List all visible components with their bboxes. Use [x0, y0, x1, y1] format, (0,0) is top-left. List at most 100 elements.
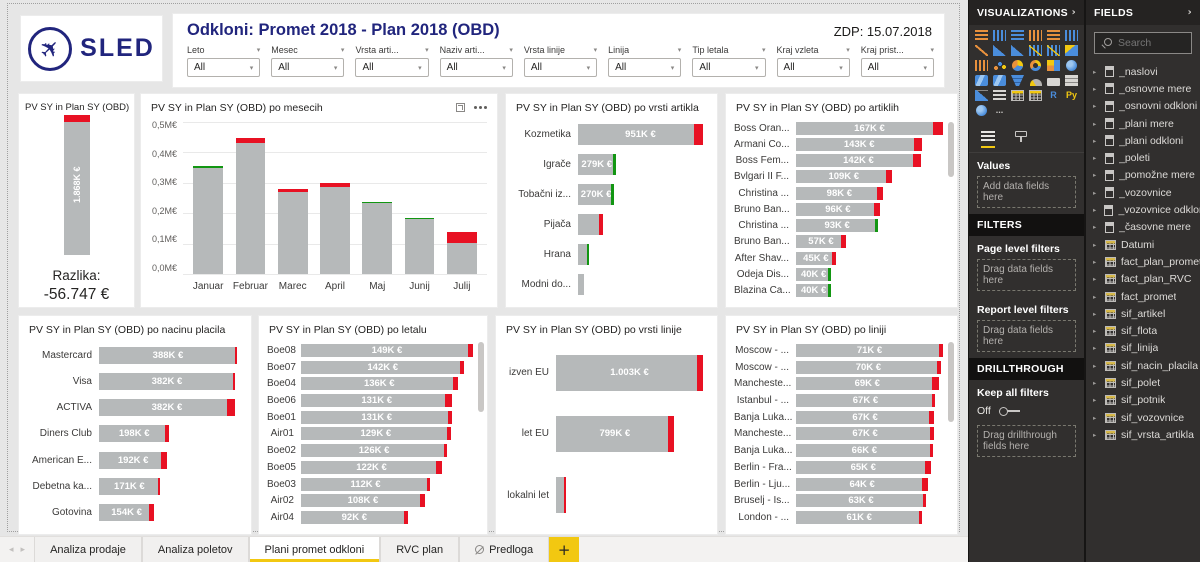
expand-chevron-icon[interactable]: ▸ — [1093, 136, 1097, 145]
kpi-icon[interactable] — [974, 89, 989, 102]
more-options-icon[interactable]: ... — [995, 105, 1004, 115]
column-april[interactable] — [314, 122, 356, 274]
bar[interactable]: 142K € — [301, 360, 465, 374]
expand-chevron-icon[interactable]: ▸ — [1093, 292, 1097, 301]
field-item-fact-promet[interactable]: ▸ fact_promet — [1086, 288, 1200, 305]
expand-chevron-icon[interactable]: ▸ — [1093, 344, 1097, 353]
field-item-datumi[interactable]: ▸ Datumi — [1086, 236, 1200, 253]
arcgis-map-icon[interactable] — [974, 104, 989, 117]
bar[interactable]: 799K € — [556, 415, 674, 452]
card-icon[interactable] — [1046, 74, 1061, 87]
expand-chevron-icon[interactable]: ▸ — [1093, 188, 1097, 197]
100-stacked-column-chart-icon[interactable] — [1064, 29, 1079, 42]
field-item-fact-plan-promet[interactable]: ▸ fact_plan_promet — [1086, 253, 1200, 270]
filter-dropdown[interactable]: All ▾ — [692, 58, 766, 77]
stacked-area-chart-icon[interactable] — [1010, 44, 1025, 57]
expand-chevron-icon[interactable]: ▸ — [1093, 206, 1097, 215]
treemap-icon[interactable] — [1046, 59, 1061, 72]
bar[interactable]: 108K € — [301, 494, 425, 508]
bar[interactable]: 951K € — [578, 124, 703, 146]
total-bar[interactable]: 1.868K € — [63, 115, 90, 255]
bar[interactable]: 66K € — [796, 444, 933, 458]
column-marec[interactable] — [272, 122, 314, 274]
page-filters-dropzone[interactable]: Drag data fields here — [977, 259, 1076, 291]
bar[interactable]: 171K € — [99, 478, 160, 496]
add-data-fields-dropzone[interactable]: Add data fields here — [977, 176, 1076, 208]
field-item-naslovi[interactable]: ▸ _naslovi — [1086, 63, 1200, 80]
collapse-panel-icon[interactable]: › — [1071, 7, 1076, 18]
expand-chevron-icon[interactable]: ▸ — [1093, 171, 1097, 180]
table-icon[interactable] — [1010, 89, 1025, 102]
bar[interactable]: 149K € — [301, 343, 473, 357]
pie-chart-icon[interactable] — [1010, 59, 1025, 72]
r-script-visual-icon[interactable]: R — [1050, 90, 1057, 100]
field-item-plani-mere[interactable]: ▸ _plani mere — [1086, 115, 1200, 132]
chevron-down-icon[interactable]: ▾ — [762, 46, 766, 54]
bar[interactable] — [556, 477, 566, 514]
page-tab-rvc-plan[interactable]: RVC plan — [380, 537, 460, 562]
column-julij[interactable] — [441, 122, 483, 274]
bar[interactable]: 67K € — [796, 394, 935, 408]
bar[interactable]: 192K € — [99, 451, 168, 469]
field-item-vozovnice-odkloni[interactable]: ▸ _vozovnice odkloni — [1086, 201, 1200, 218]
column-februar[interactable] — [229, 122, 271, 274]
field-item-sif-potnik[interactable]: ▸ sif_potnik — [1086, 392, 1200, 409]
column-junij[interactable] — [398, 122, 440, 274]
bar[interactable]: 154K € — [99, 504, 155, 522]
expand-chevron-icon[interactable]: ▸ — [1093, 119, 1097, 128]
bar[interactable]: 67K € — [796, 410, 935, 424]
bar[interactable]: 136K € — [301, 377, 458, 391]
chevron-down-icon[interactable]: ▾ — [256, 46, 261, 54]
field-item-vozovnice[interactable]: ▸ _vozovnice — [1086, 184, 1200, 201]
filter-dropdown[interactable]: All ▾ — [355, 58, 429, 77]
bar[interactable]: 64K € — [796, 477, 929, 491]
map-icon[interactable] — [1064, 59, 1079, 72]
ribbon-chart-icon[interactable] — [1064, 44, 1079, 57]
column-maj[interactable] — [356, 122, 398, 274]
page-tab-analiza-prodaje[interactable]: Analiza prodaje — [34, 537, 142, 562]
field-item-pomo-ne-mere[interactable]: ▸ _pomožne mere — [1086, 167, 1200, 184]
page-tab-plani-promet-odkloni[interactable]: Plani promet odkloni — [248, 537, 381, 562]
field-item-osnovne-mere[interactable]: ▸ _osnovne mere — [1086, 80, 1200, 97]
bar[interactable]: 45K € — [796, 251, 836, 265]
gauge-icon[interactable] — [1028, 74, 1043, 87]
bar[interactable]: 198K € — [99, 425, 170, 443]
expand-chevron-icon[interactable]: ▸ — [1093, 154, 1097, 163]
focus-mode-icon[interactable] — [456, 103, 465, 112]
bar[interactable]: 70K € — [796, 360, 941, 374]
keep-filters-toggle[interactable] — [998, 406, 1020, 416]
expand-chevron-icon[interactable]: ▸ — [1093, 240, 1097, 249]
funnel-chart-icon[interactable] — [1010, 74, 1025, 87]
bar[interactable]: 1.003K € — [556, 354, 703, 391]
bar[interactable]: 71K € — [796, 343, 943, 357]
bar[interactable]: 382K € — [99, 399, 235, 417]
filter-dropdown[interactable]: All ▾ — [608, 58, 682, 77]
expand-chevron-icon[interactable]: ▸ — [1093, 327, 1097, 336]
expand-chevron-icon[interactable]: ▸ — [1093, 223, 1097, 232]
bar[interactable]: 122K € — [301, 460, 443, 474]
expand-chevron-icon[interactable]: ▸ — [1093, 396, 1097, 405]
field-item-asovne-mere[interactable]: ▸ _časovne mere — [1086, 219, 1200, 236]
donut-chart-icon[interactable] — [1028, 59, 1043, 72]
column-januar[interactable] — [187, 122, 229, 274]
bar[interactable]: 112K € — [301, 477, 430, 491]
format-pane-tab[interactable] — [1015, 131, 1028, 146]
bar[interactable] — [578, 273, 585, 295]
bar[interactable]: 63K € — [796, 494, 927, 508]
bar[interactable]: 65K € — [796, 460, 931, 474]
search-input[interactable] — [1118, 37, 1191, 49]
bar[interactable]: 93K € — [796, 219, 879, 233]
clustered-column-chart-icon[interactable] — [1028, 29, 1043, 42]
bar[interactable]: 167K € — [796, 121, 943, 135]
line-clustered-column-chart-icon[interactable] — [1046, 44, 1061, 57]
chevron-down-icon[interactable]: ▾ — [509, 46, 513, 54]
chart-scrollbar[interactable] — [948, 122, 954, 177]
bar[interactable]: 96K € — [796, 202, 880, 216]
collapse-panel-icon[interactable]: › — [1187, 7, 1192, 18]
chevron-down-icon[interactable]: ▾ — [593, 46, 598, 54]
more-options-icon[interactable] — [474, 106, 477, 109]
field-item-sif-vozovnice[interactable]: ▸ sif_vozovnice — [1086, 409, 1200, 426]
bar[interactable]: 131K € — [301, 410, 453, 424]
expand-chevron-icon[interactable]: ▸ — [1093, 275, 1097, 284]
slicer-icon[interactable] — [992, 89, 1007, 102]
